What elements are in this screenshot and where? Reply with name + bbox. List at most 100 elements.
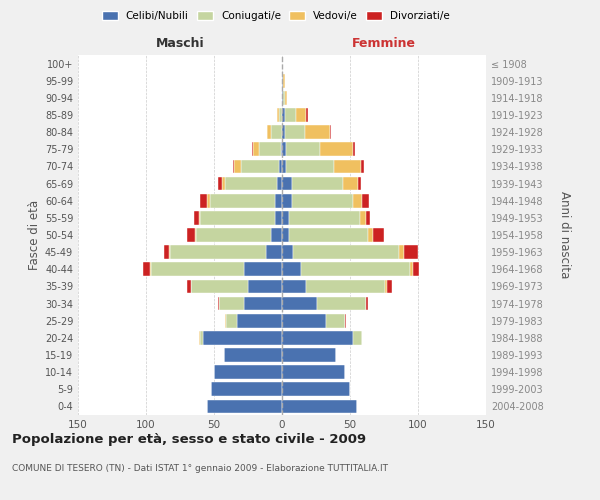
Bar [285,126,305,139]
Bar [271,228,282,242]
Bar [200,211,275,224]
Bar [282,228,289,242]
Bar [307,108,308,122]
Bar [169,246,170,259]
Bar [151,262,244,276]
Bar [317,296,367,310]
Bar [282,126,285,139]
Bar [253,142,259,156]
Bar [293,246,399,259]
Bar [211,382,282,396]
Text: Femmine: Femmine [352,37,416,50]
Bar [248,280,282,293]
Bar [279,108,282,122]
Bar [387,280,392,293]
Bar [334,160,361,173]
Bar [285,91,287,104]
Bar [199,211,200,224]
Text: Popolazione per età, sesso e stato civile - 2009: Popolazione per età, sesso e stato civil… [12,432,366,446]
Bar [282,108,285,122]
Bar [343,176,358,190]
Bar [282,382,350,396]
Bar [200,331,203,344]
Bar [220,296,244,310]
Bar [282,211,289,224]
Bar [285,108,296,122]
Y-axis label: Anni di nascita: Anni di nascita [557,192,571,278]
Bar [241,160,279,173]
Bar [210,194,275,207]
Bar [275,194,282,207]
Bar [282,314,326,328]
Bar [195,228,196,242]
Bar [373,228,384,242]
Bar [282,348,337,362]
Bar [194,211,199,224]
Bar [282,194,292,207]
Bar [301,262,410,276]
Bar [225,176,277,190]
Bar [329,126,331,139]
Bar [286,160,334,173]
Bar [282,280,307,293]
Bar [191,280,248,293]
Bar [282,246,293,259]
Bar [259,142,281,156]
Bar [282,262,301,276]
Bar [226,314,237,328]
Bar [292,176,343,190]
Bar [214,366,282,379]
Bar [283,91,285,104]
Bar [224,348,282,362]
Bar [385,280,387,293]
Bar [218,176,222,190]
Bar [252,142,253,156]
Bar [170,246,266,259]
Bar [143,262,150,276]
Bar [237,314,282,328]
Bar [277,176,282,190]
Bar [361,160,364,173]
Bar [187,228,195,242]
Bar [282,142,286,156]
Bar [358,176,361,190]
Bar [289,211,359,224]
Bar [286,142,320,156]
Bar [164,246,169,259]
Bar [244,296,282,310]
Bar [244,262,282,276]
Bar [282,160,286,173]
Bar [353,331,362,344]
Bar [362,194,369,207]
Bar [282,400,357,413]
Bar [199,331,200,344]
Bar [344,314,346,328]
Bar [225,314,226,328]
Bar [410,262,413,276]
Bar [235,160,241,173]
Bar [207,194,210,207]
Bar [271,126,282,139]
Bar [399,246,404,259]
Bar [368,228,373,242]
Bar [296,108,307,122]
Bar [282,91,283,104]
Bar [282,296,317,310]
Legend: Celibi/Nubili, Coniugati/e, Vedovi/e, Divorziati/e: Celibi/Nubili, Coniugati/e, Vedovi/e, Di… [99,8,453,24]
Bar [277,108,279,122]
Bar [196,228,271,242]
Bar [282,366,344,379]
Bar [353,142,355,156]
Bar [218,296,220,310]
Bar [282,176,292,190]
Bar [281,142,282,156]
Bar [367,296,368,310]
Bar [233,160,235,173]
Bar [282,74,283,88]
Bar [200,194,207,207]
Bar [292,194,353,207]
Bar [150,262,151,276]
Bar [187,280,191,293]
Bar [275,211,282,224]
Bar [320,142,353,156]
